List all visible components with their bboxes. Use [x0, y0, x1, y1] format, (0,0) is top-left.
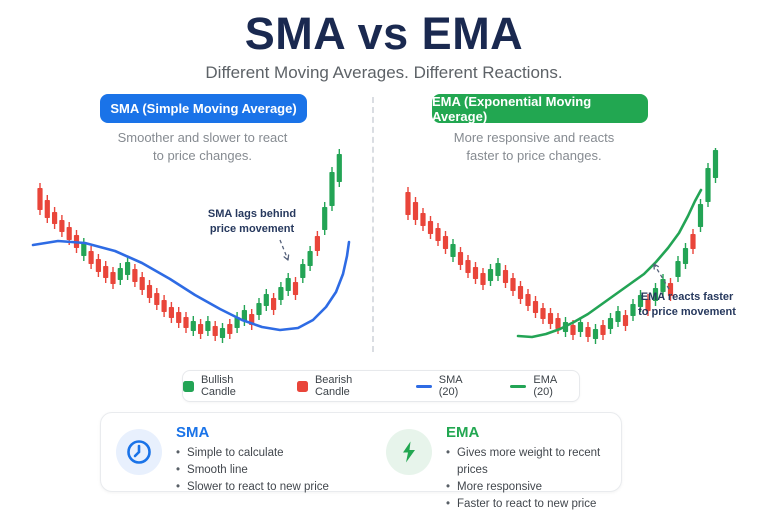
sma-heading: SMA [176, 424, 210, 441]
sma-candlestick-chart [31, 149, 351, 343]
bullet-text: More responsive [457, 481, 543, 493]
panel-divider [372, 97, 374, 352]
ema-description: More responsive and reacts faster to pri… [453, 130, 615, 163]
bullish-candle-swatch [183, 380, 194, 392]
legend-item-ema: EMA (20) [510, 374, 579, 398]
bullet-text: Smooth line [187, 464, 248, 476]
lightning-icon [386, 429, 432, 475]
page-subtitle: Different Moving Averages. Different Rea… [205, 63, 563, 82]
ema-summary: EMA • Gives more weight to recent prices … [386, 424, 621, 512]
list-item: • More responsive [446, 479, 621, 496]
chart-legend: Bullish Candle Bearish Candle SMA (20) E… [182, 370, 580, 402]
ema-line-swatch [510, 384, 527, 388]
list-item: • Faster to react to new price [446, 496, 621, 512]
bullet-text: Slower to react to new price [187, 481, 329, 493]
legend-label: SMA (20) [438, 374, 462, 398]
ema-heading: EMA [446, 424, 480, 441]
sma-annotation: SMA lags behind price movement [207, 208, 297, 235]
bullet-dot: • [176, 447, 181, 459]
legend-label: Bullish Candle [200, 374, 236, 398]
bullet-text: Faster to react to new price [457, 498, 597, 510]
ema-bullet-list: • Gives more weight to recent prices • Mor… [446, 445, 621, 512]
bearish-candle-swatch [296, 380, 308, 392]
legend-item-sma: SMA (20) [415, 374, 485, 398]
list-item: • Gives more weight to recent prices [446, 445, 621, 479]
summary-box: SMA • Simple to calculate • Smooth line • S… [100, 412, 622, 510]
sma-summary: SMA • Simple to calculate • Smooth line • S… [116, 424, 329, 496]
bullet-dot: • [446, 481, 451, 493]
sma-description: Smoother and slower to react to price ch… [117, 130, 288, 163]
bullet-dot: • [446, 447, 451, 459]
page-title: SMA vs EMA [244, 8, 524, 59]
list-item: • Slower to react to new price [176, 479, 329, 496]
legend-item-bearish: Bearish Candle [296, 374, 390, 398]
bullet-text: Simple to calculate [187, 447, 284, 459]
sma-badge: SMA (Simple Moving Average) [100, 94, 307, 123]
bullet-dot: • [446, 498, 451, 510]
clock-icon [116, 429, 162, 475]
ema-badge: EMA (Exponential Moving Average) [432, 94, 648, 124]
list-item: • Smooth line [176, 462, 329, 479]
legend-label: Bearish Candle [314, 374, 353, 398]
ema-annotation: EMA reacts faster to price movement [638, 291, 736, 318]
sma-bullet-list: • Simple to calculate • Smooth line • Slowe… [176, 445, 329, 496]
list-item: • Simple to calculate [176, 445, 329, 462]
ema-candlestick-chart [405, 148, 719, 344]
sma-line-swatch [415, 384, 432, 388]
legend-label: EMA (20) [533, 374, 557, 398]
legend-item-bullish: Bullish Candle [183, 374, 271, 398]
bullet-dot: • [176, 464, 181, 476]
bullet-text: Gives more weight to recent prices [457, 447, 601, 476]
bullet-dot: • [176, 481, 181, 493]
